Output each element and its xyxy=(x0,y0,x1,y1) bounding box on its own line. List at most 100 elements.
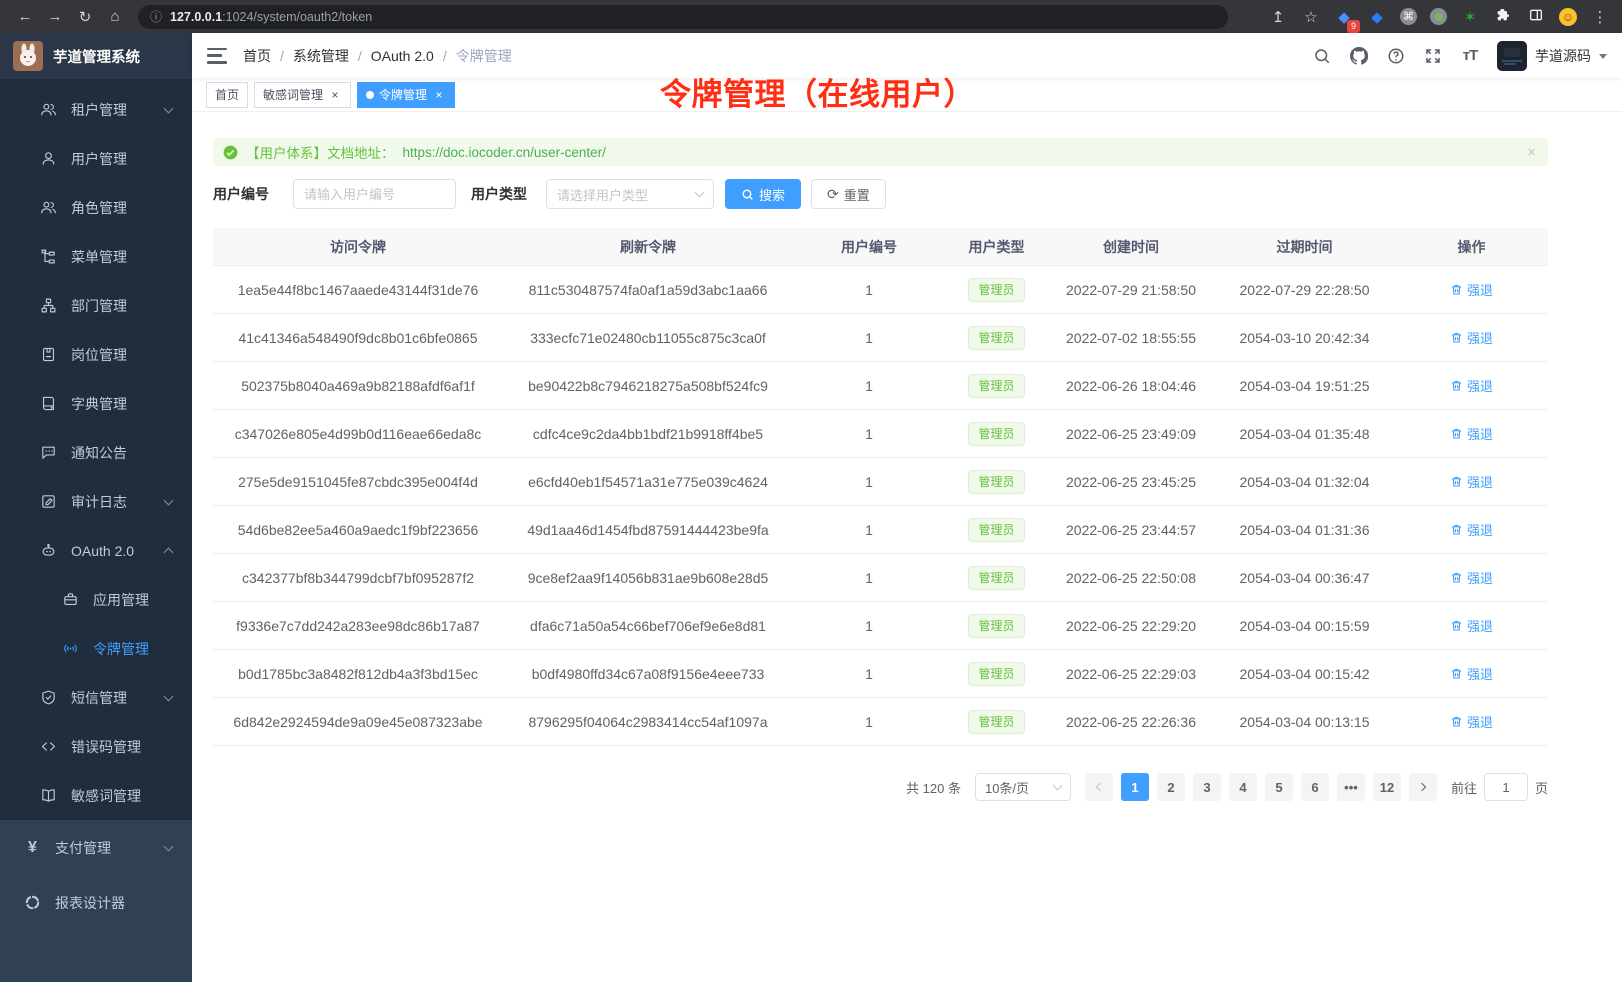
sidebar-item-支付管理[interactable]: ¥ 支付管理 xyxy=(0,820,192,875)
sidebar-item-短信管理[interactable]: 短信管理 xyxy=(0,673,192,722)
sidebar-item-岗位管理[interactable]: 岗位管理 xyxy=(0,330,192,379)
user-id-label: 用户编号 xyxy=(213,186,269,202)
page-button-12[interactable]: 12 xyxy=(1372,773,1401,801)
sidebar-item-敏感词管理[interactable]: 敏感词管理 xyxy=(0,771,192,820)
sidebar-item-通知公告[interactable]: 通知公告 xyxy=(0,428,192,477)
access-token-cell: 1ea5e44f8bc1467aaede43144f31de76 xyxy=(213,265,503,314)
sidebar-item-错误码管理[interactable]: 错误码管理 xyxy=(0,722,192,771)
font-size-icon[interactable]: тT xyxy=(1462,47,1479,64)
sidebar-item-用户管理[interactable]: 用户管理 xyxy=(0,134,192,183)
extension-badged-icon[interactable]: ◆ 9 xyxy=(1334,8,1360,33)
create-time-cell: 2022-07-02 18:55:55 xyxy=(1048,313,1214,362)
github-icon[interactable] xyxy=(1349,46,1369,66)
reset-button[interactable]: ⟳ 重置 xyxy=(811,179,886,209)
doc-link[interactable]: https://doc.iocoder.cn/user-center/ xyxy=(402,144,606,160)
url-bar[interactable]: ⓘ 127.0.0.1:1024/system/oauth2/token xyxy=(138,4,1228,29)
search-button[interactable]: 搜索 xyxy=(725,179,802,209)
page-button-3[interactable]: 3 xyxy=(1192,773,1221,801)
user-menu[interactable]: 芋道源码 xyxy=(1497,40,1607,71)
command-circle-icon[interactable]: ⌘ xyxy=(1400,8,1417,25)
force-logout-button[interactable]: 强退 xyxy=(1450,712,1493,731)
browser-chrome: ← → ↻ ⌂ ⓘ 127.0.0.1:1024/system/oauth2/t… xyxy=(0,0,1622,33)
tag-首页[interactable]: 首页 xyxy=(206,81,249,108)
sidebar-item-OAuth 2.0[interactable]: OAuth 2.0 xyxy=(0,526,192,575)
breadcrumb: 首页 / 系统管理 / OAuth 2.0 / 令牌管理 xyxy=(243,46,512,66)
trash-icon xyxy=(1450,475,1463,488)
user-id-cell: 1 xyxy=(793,601,945,650)
back-icon[interactable]: ← xyxy=(17,8,33,25)
side-panel-icon[interactable] xyxy=(1526,7,1546,27)
force-logout-button[interactable]: 强退 xyxy=(1450,568,1493,587)
force-logout-button[interactable]: 强退 xyxy=(1450,328,1493,347)
sidebar-item-字典管理[interactable]: 字典管理 xyxy=(0,379,192,428)
help-icon[interactable] xyxy=(1386,46,1406,66)
search-icon[interactable] xyxy=(1312,46,1332,66)
page-button-5[interactable]: 5 xyxy=(1264,773,1293,801)
hamburger-icon[interactable] xyxy=(207,47,227,64)
dictionary-icon xyxy=(40,395,57,412)
force-logout-button[interactable]: 强退 xyxy=(1450,472,1493,491)
pager-ellipsis[interactable]: ••• xyxy=(1336,773,1365,801)
force-logout-button[interactable]: 强退 xyxy=(1450,376,1493,395)
breadcrumb-separator: / xyxy=(442,47,447,64)
prev-page-button[interactable] xyxy=(1084,773,1113,801)
home-icon[interactable]: ⌂ xyxy=(110,8,120,25)
sidebar-item-审计日志[interactable]: 审计日志 xyxy=(0,477,192,526)
star-icon[interactable]: ☆ xyxy=(1304,8,1318,26)
kebab-menu-icon[interactable]: ⋮ xyxy=(1592,8,1608,26)
tag-敏感词管理[interactable]: 敏感词管理 × xyxy=(254,81,352,108)
main-area: 令牌管理（在线用户） 首页 / 系统管理 / OAuth 2.0/令牌管理 тT xyxy=(192,33,1622,982)
user-type-badge: 管理员 xyxy=(968,709,1025,734)
user-id-input[interactable] xyxy=(293,179,456,209)
tag-close-icon[interactable]: × xyxy=(435,87,443,102)
app-frame: 芋道管理系统 租户管理 用户管理 角色管理 菜单管理 部门管理 岗位管理 字典管理 通知公告审… xyxy=(0,33,1622,982)
sidebar-item-应用管理[interactable]: 应用管理 xyxy=(0,575,192,624)
force-logout-button[interactable]: 强退 xyxy=(1450,520,1493,539)
goto-page-input[interactable] xyxy=(1483,773,1528,801)
breadcrumb-item[interactable]: 系统管理 xyxy=(292,47,349,64)
forward-icon[interactable]: → xyxy=(47,8,63,25)
user-type-select[interactable]: 请选择用户类型 xyxy=(546,179,714,209)
user-type-badge: 管理员 xyxy=(968,373,1025,398)
alert-close-icon[interactable]: × xyxy=(1527,143,1536,161)
breadcrumb-separator: / xyxy=(280,47,284,64)
sidebar-item-部门管理[interactable]: 部门管理 xyxy=(0,281,192,330)
page-button-2[interactable]: 2 xyxy=(1156,773,1185,801)
page-button-1[interactable]: 1 xyxy=(1120,773,1149,801)
sidebar-item-令牌管理[interactable]: 令牌管理 xyxy=(0,624,192,673)
expire-time-cell: 2054-03-04 00:13:15 xyxy=(1214,697,1395,746)
table-row: c342377bf8b344799dcbf7bf095287f2 9ce8ef2a… xyxy=(213,553,1548,602)
green-star-icon[interactable]: ✶ xyxy=(1463,8,1477,26)
app-logo-bar[interactable]: 芋道管理系统 xyxy=(0,33,192,79)
gem-icon[interactable]: ◆ xyxy=(1371,8,1383,26)
breadcrumb-item[interactable]: OAuth 2.0 xyxy=(370,47,434,64)
breadcrumb-item[interactable]: 首页 xyxy=(243,47,271,64)
puzzle-icon[interactable] xyxy=(1493,7,1513,27)
search-icon xyxy=(742,188,753,200)
action-cell: 强退 xyxy=(1395,313,1548,362)
sidebar-item-租户管理[interactable]: 租户管理 xyxy=(0,85,192,134)
force-logout-button[interactable]: 强退 xyxy=(1450,280,1493,299)
fullscreen-icon[interactable] xyxy=(1423,46,1443,66)
tag-close-icon[interactable]: × xyxy=(331,87,339,102)
force-logout-button[interactable]: 强退 xyxy=(1450,424,1493,443)
page-button-4[interactable]: 4 xyxy=(1228,773,1257,801)
share-icon[interactable]: ↥ xyxy=(1271,8,1285,26)
sidebar-item-角色管理[interactable]: 角色管理 xyxy=(0,183,192,232)
force-logout-button[interactable]: 强退 xyxy=(1450,664,1493,683)
user-type-badge: 管理员 xyxy=(968,325,1025,350)
check-circle-icon xyxy=(223,145,238,159)
page-size-select[interactable]: 10条/页 xyxy=(974,773,1071,801)
page-button-6[interactable]: 6 xyxy=(1300,773,1329,801)
chevron-down-icon xyxy=(1052,780,1063,791)
user-id-cell: 1 xyxy=(793,313,945,362)
sidebar-item-报表设计器[interactable]: 报表设计器 xyxy=(0,875,192,930)
emoji-avatar-icon[interactable]: ☺ xyxy=(1559,7,1577,26)
info-icon[interactable]: ⓘ xyxy=(150,10,163,24)
reload-icon[interactable]: ↻ xyxy=(78,8,92,26)
tag-令牌管理[interactable]: 令牌管理 × xyxy=(357,81,456,108)
sidebar-item-菜单管理[interactable]: 菜单管理 xyxy=(0,232,192,281)
record-circle-icon[interactable] xyxy=(1430,8,1447,25)
next-page-button[interactable] xyxy=(1408,773,1437,801)
force-logout-button[interactable]: 强退 xyxy=(1450,616,1493,635)
